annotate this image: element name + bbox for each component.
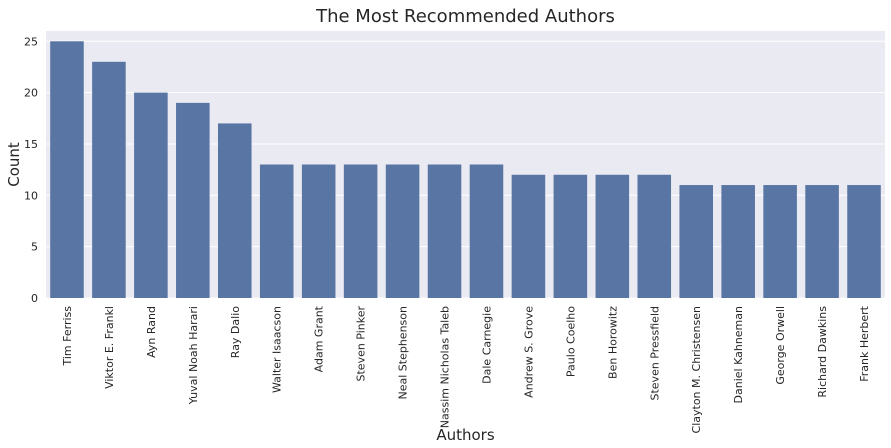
bar	[176, 102, 210, 298]
y-tick-label: 5	[31, 241, 38, 254]
x-tick-label: George Orwell	[774, 306, 787, 385]
x-tick-labels: Tim Ferriss Viktor E. Frankl Ayn Rand Yuval…	[61, 305, 871, 433]
bar	[217, 123, 252, 298]
x-tick-label: Adam Grant	[313, 305, 326, 372]
x-tick-label: Yuval Noah Harari	[187, 306, 200, 405]
x-tick-label: Richard Dawkins	[816, 306, 829, 398]
x-tick-label: Ayn Rand	[145, 306, 158, 358]
y-tick-label: 25	[24, 35, 38, 48]
bar	[511, 174, 546, 298]
x-tick-label: Daniel Kahneman	[732, 306, 745, 403]
bar	[301, 164, 336, 298]
x-tick-label: Steven Pressfield	[648, 306, 661, 401]
bar	[134, 92, 168, 298]
x-tick-label: Frank Herbert	[858, 305, 871, 381]
bar	[50, 41, 84, 299]
bar	[595, 174, 630, 298]
bar	[427, 164, 462, 298]
bar	[92, 61, 126, 298]
bar	[469, 164, 504, 298]
y-axis-label: Count	[5, 142, 23, 187]
x-tick-label: Paulo Coelho	[564, 306, 577, 377]
bar	[343, 164, 378, 298]
chart-title: The Most Recommended Authors	[315, 6, 615, 27]
bar	[763, 185, 797, 298]
bar	[259, 164, 294, 298]
plot-area	[46, 31, 885, 298]
x-tick-label: Viktor E. Frankl	[103, 306, 116, 389]
bar	[553, 174, 588, 298]
x-tick-label: Dale Carnegie	[480, 306, 493, 384]
x-tick-label: Steven Pinker	[355, 306, 368, 382]
bar	[721, 185, 755, 298]
bar	[637, 174, 672, 298]
y-tick-label: 10	[24, 189, 38, 202]
y-tick-label: 0	[31, 292, 38, 305]
bar	[679, 185, 714, 298]
bar	[847, 185, 881, 298]
y-tick-label: 20	[24, 87, 38, 100]
bars	[50, 41, 881, 299]
y-tick-labels: 0 5 10 15 20 25	[24, 35, 38, 305]
x-tick-label: Ray Dalio	[229, 306, 242, 358]
x-tick-label: Andrew S. Grove	[522, 306, 535, 398]
bar	[805, 185, 839, 298]
x-tick-label: Tim Ferriss	[61, 306, 74, 367]
y-tick-label: 15	[24, 138, 38, 151]
x-tick-label: Walter Isaacson	[271, 306, 284, 393]
x-tick-label: Ben Horowitz	[606, 306, 619, 379]
x-tick-label: Neal Stephenson	[397, 306, 410, 400]
x-axis-label: Authors	[436, 426, 495, 444]
x-tick-label: Nassim Nicholas Taleb	[439, 306, 452, 428]
x-tick-label: Clayton M. Christensen	[690, 306, 703, 433]
bar	[385, 164, 420, 298]
